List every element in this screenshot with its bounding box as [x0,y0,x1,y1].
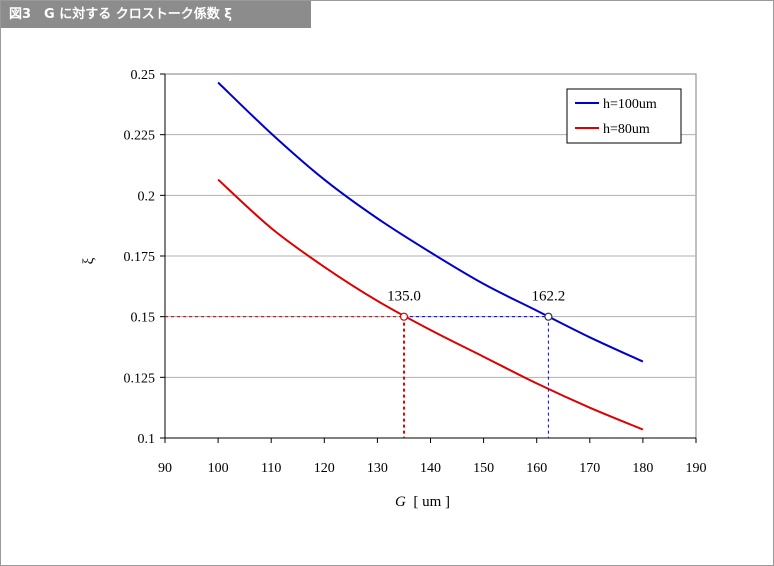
x-axis-label: G [ um ] [395,494,450,510]
legend-label: h=100um [603,97,657,112]
x-tick-label: 110 [261,461,281,476]
x-tick-label: 90 [158,461,172,476]
x-tick-label: 170 [579,461,600,476]
y-tick-label: 0.125 [124,371,156,386]
annotation-marker [399,312,409,321]
y-tick-label: 0.225 [124,129,156,144]
x-tick-label: 120 [314,461,335,476]
x-tick-label: 130 [367,461,388,476]
annotation-label: 135.0 [387,289,421,305]
x-tick-label: 140 [420,461,441,476]
x-tick-label: 160 [526,461,547,476]
y-tick-label: 0.175 [124,250,156,265]
y-tick-label: 0.1 [138,432,156,447]
figure-title: 図3 G に対する クロストーク係数 ξ [1,1,311,28]
y-axis-label: ξ [81,257,97,264]
annotation-marker [544,312,553,321]
x-tick-label: 150 [473,461,494,476]
legend-box [566,88,682,144]
legend-label: h=80um [603,122,650,137]
series-line-1 [217,81,644,363]
annotation-label: 162.2 [532,289,566,305]
x-tick-label: 190 [686,461,707,476]
x-tick-label: 180 [632,461,653,476]
y-tick-label: 0.2 [138,189,156,204]
series-line-2 [217,178,644,431]
x-tick-label: 100 [208,461,229,476]
y-tick-label: 0.25 [131,68,156,83]
y-tick-label: 0.15 [131,311,156,326]
